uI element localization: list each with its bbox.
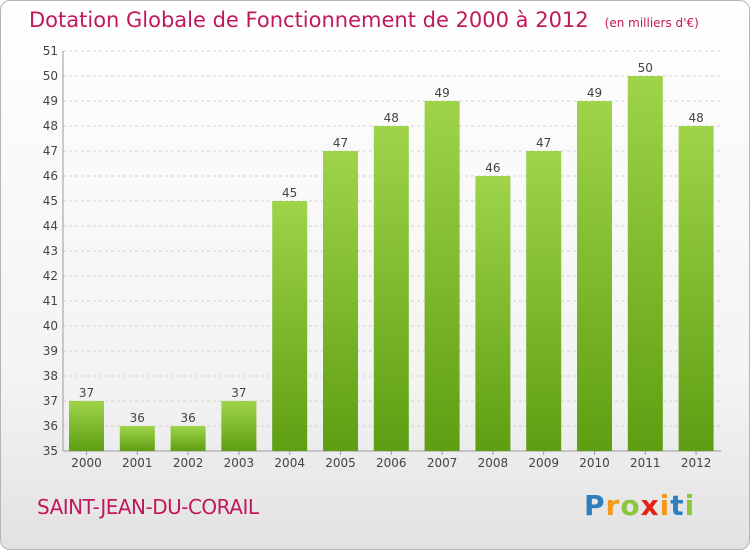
bar [577,101,612,451]
bar [475,176,511,451]
x-tick-label: 2005 [325,456,356,470]
proxiti-logo: Proxiti [584,489,695,522]
logo-letter: o [620,489,641,522]
logo-letter: i [659,489,671,522]
logo-letter: x [640,489,660,522]
y-tick-label: 40 [43,319,58,333]
x-tick-label: 2010 [579,456,610,470]
x-tick-label: 2001 [122,456,153,470]
y-tick-label: 39 [43,344,58,358]
bar-value-label: 50 [638,61,653,75]
bar [627,76,663,451]
bar-value-label: 36 [180,411,195,425]
bar-value-label: 48 [384,111,399,125]
bar [119,426,155,451]
bar [323,151,358,451]
x-tick-label: 2009 [528,456,559,470]
x-tick-label: 2006 [376,456,407,470]
chart-title: Dotation Globale de Fonctionnement de 20… [29,8,699,32]
logo-letter: P [584,489,606,522]
x-tick-label: 2011 [630,456,661,470]
bar-value-label: 49 [434,86,449,100]
bar [526,151,562,451]
y-tick-label: 35 [43,444,58,458]
logo-letter: r [605,489,621,522]
bar-value-label: 48 [688,111,703,125]
x-tick-label: 2012 [681,456,712,470]
y-tick-label: 36 [43,419,58,433]
labels: 35 36 37 38 39 40 41 42 43 44 45 46 47 48 49 50 51 37 2000… [43,44,712,470]
bar [69,401,104,451]
y-tick-label: 42 [43,269,58,283]
bar-value-label: 49 [587,86,602,100]
y-tick-label: 51 [43,44,58,58]
bar [221,401,257,451]
x-tick-label: 2004 [274,456,305,470]
y-tick-label: 50 [43,69,58,83]
bar [272,201,308,451]
y-tick-label: 44 [43,219,58,233]
bar-value-label: 46 [485,161,500,175]
bar-value-label: 45 [282,186,297,200]
place-name: SAINT-JEAN-DU-CORAIL [37,495,259,519]
x-tick-label: 2000 [71,456,102,470]
logo-letter: t [670,489,685,522]
bar [678,126,714,451]
x-tick-label: 2008 [478,456,509,470]
x-tick-label: 2007 [427,456,458,470]
bar-value-label: 37 [79,386,94,400]
bar-value-label: 47 [536,136,551,150]
chart-subtitle: (en milliers d'€) [604,16,699,30]
y-tick-label: 49 [43,94,58,108]
y-tick-label: 46 [43,169,58,183]
y-tick-label: 48 [43,119,58,133]
x-tick-label: 2002 [173,456,204,470]
bar-value-label: 47 [333,136,348,150]
x-tick-label: 2003 [224,456,255,470]
y-tick-label: 47 [43,144,58,158]
chart-title-text: Dotation Globale de Fonctionnement de 20… [29,8,589,32]
bar-value-label: 36 [130,411,145,425]
y-tick-label: 38 [43,369,58,383]
y-tick-label: 43 [43,244,58,258]
y-tick-label: 41 [43,294,58,308]
y-tick-label: 45 [43,194,58,208]
bar [373,126,409,451]
bar [424,101,460,451]
logo-letter: i [684,489,696,522]
y-tick-label: 37 [43,394,58,408]
bar-value-label: 37 [231,386,246,400]
bars [69,76,714,451]
bar [170,426,206,451]
